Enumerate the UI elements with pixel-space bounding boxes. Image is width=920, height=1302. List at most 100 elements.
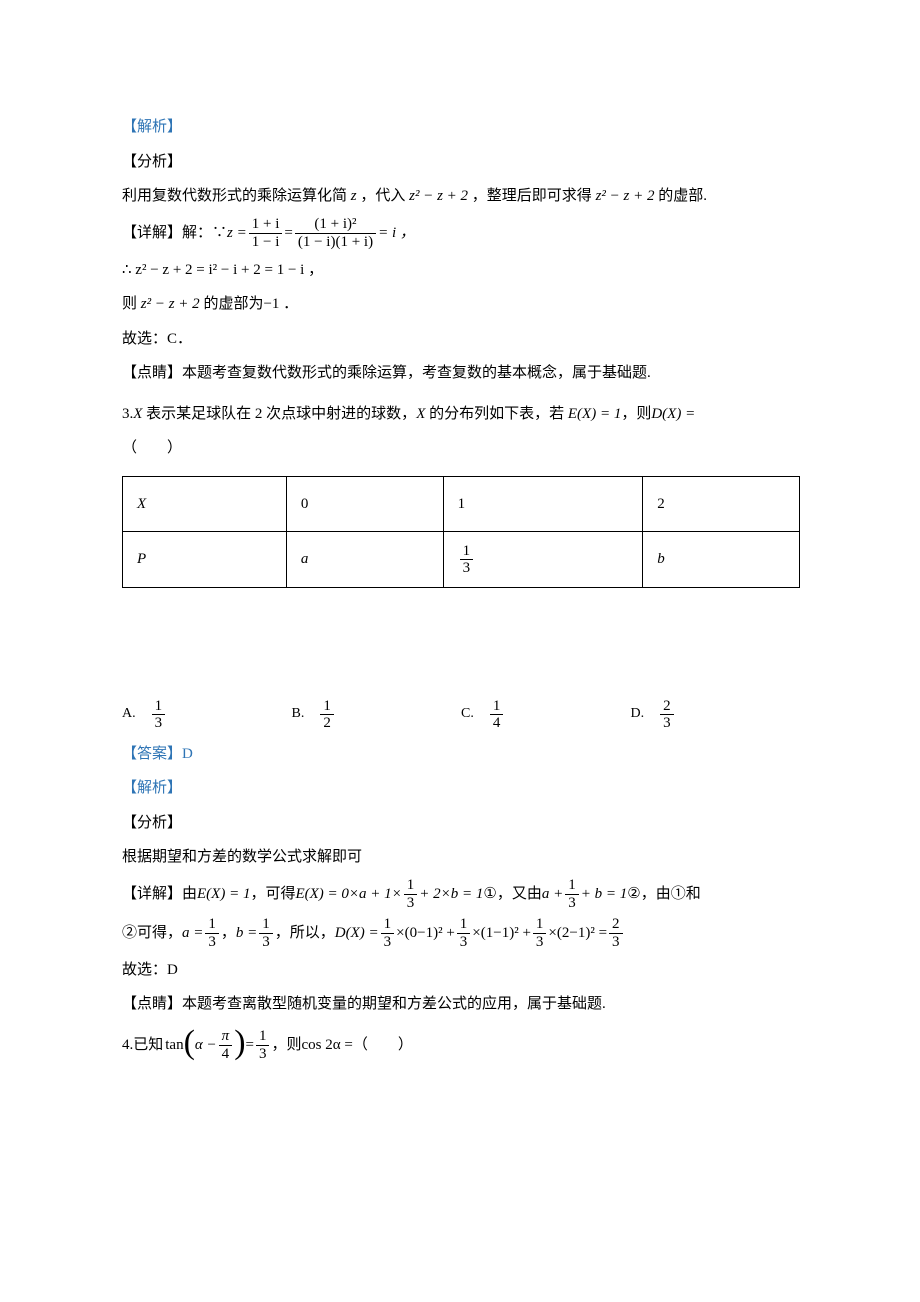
frac: 13 — [533, 916, 547, 950]
frac: 13 — [205, 916, 219, 950]
p1-analysis: 利用复数代数形式的乘除运算化简 z ，代入 z² − z + 2 ，整理后即可求… — [122, 179, 800, 214]
frac1: 1 + i 1 − i — [249, 216, 283, 250]
eq: = — [284, 214, 292, 253]
text: ②可得， — [122, 914, 182, 953]
label: D. — [631, 698, 645, 730]
q3-jiexi: 【解析】 — [122, 771, 800, 806]
text: 的虚部为 — [203, 296, 263, 312]
cell: 0 — [286, 476, 443, 532]
text: 【详解】由 — [122, 875, 197, 914]
z: z — [347, 188, 360, 204]
text: 已知 — [133, 1026, 163, 1065]
p1-line6: 则 z² − z + 2 的虚部为−1 ． — [122, 287, 800, 322]
text: 利用复数代数形式的乘除运算化简 — [122, 188, 347, 204]
q3-paren: （ ） — [122, 431, 800, 466]
q3-answer: 【答案】D — [122, 737, 800, 772]
d: 3 — [205, 934, 219, 951]
p1-detail-line: 【详解】解：∵ z = 1 + i 1 − i = (1 + i)² (1 − … — [122, 214, 800, 253]
cell: 1 3 — [443, 532, 643, 588]
frac: 23 — [609, 916, 623, 950]
a-eq: a = — [182, 914, 203, 953]
option-a[interactable]: A. 13 — [122, 698, 292, 732]
p1-line5: ∴ z² − z + 2 = i² − i + 2 = 1 − i ， — [122, 253, 800, 288]
n: 1 — [565, 877, 579, 895]
frac: 12 — [320, 698, 334, 732]
cell: P — [123, 532, 287, 588]
expr: z² − z + 2 — [405, 188, 471, 204]
frac: 23 — [660, 698, 674, 732]
ans-label: 【答案】D — [122, 746, 193, 762]
n: 1 — [259, 916, 273, 934]
n: 1 — [404, 877, 418, 895]
text: ，又由 — [497, 875, 542, 914]
num: (1 + i)² — [295, 216, 376, 234]
option-d[interactable]: D. 23 — [631, 698, 801, 732]
frac: 13 — [256, 1028, 270, 1062]
b-eq: b = — [236, 914, 257, 953]
EX: E(X) = 1 — [568, 406, 621, 422]
q3-detail-line2: ②可得， a = 13 ， b = 13 ，所以， D(X) = 13 ×(0−… — [122, 914, 800, 953]
den: 1 − i — [249, 234, 283, 251]
text: + 2×b = 1 — [419, 875, 483, 914]
q3-detail-line1: 【详解】由 E(X) = 1 ，可得 E(X) = 0×a + 1× 13 + … — [122, 875, 800, 914]
label: A. — [122, 698, 136, 730]
d: 3 — [259, 934, 273, 951]
tan: tan — [165, 1026, 183, 1065]
frac: 13 — [565, 877, 579, 911]
d: 4 — [219, 1046, 233, 1063]
b: + b = 1 — [581, 875, 628, 914]
frac2: (1 + i)² (1 − i)(1 + i) — [295, 216, 376, 250]
expr: z² − z + 2 — [137, 296, 203, 312]
text: 的分布列如下表，若 — [425, 406, 568, 422]
expr: z² − z + 2 — [592, 188, 658, 204]
paren: （ ） — [353, 1026, 413, 1065]
t2: ×(1−1)² + — [472, 914, 531, 953]
circ1: ① — [483, 875, 496, 914]
cell: 2 — [643, 476, 800, 532]
option-b[interactable]: B. 12 — [292, 698, 462, 732]
num: 1 — [460, 543, 474, 561]
n: 1 — [381, 916, 395, 934]
q4-stem: 4. 已知 tan ( α − π4 ) = 13 ，则 cos 2α = （ … — [122, 1026, 800, 1065]
d: 3 — [609, 934, 623, 951]
frac: 13 — [259, 916, 273, 950]
cell: 1 — [443, 476, 643, 532]
text: ，所以， — [275, 914, 335, 953]
page: 【解析】 【分析】 利用复数代数形式的乘除运算化简 z ，代入 z² − z +… — [0, 0, 920, 1125]
text: ，则 — [621, 406, 651, 422]
a: a + — [542, 875, 563, 914]
num: 1 — [152, 698, 166, 716]
frac: π4 — [219, 1028, 233, 1062]
q3-stem: 3.X 表示某足球队在 2 次点球中射进的球数，X 的分布列如下表，若 E(X)… — [122, 397, 800, 432]
fenxi-header: 【分析】 — [122, 145, 800, 180]
num: 1 — [320, 698, 334, 716]
text: 的虚部. — [658, 188, 707, 204]
d: 3 — [381, 934, 395, 951]
text: 【详解】解：∵ — [122, 214, 227, 253]
tail: = i ， — [378, 214, 415, 253]
num: 4. — [122, 1026, 133, 1065]
distribution-table: X 0 1 2 P a 1 3 b — [122, 476, 800, 588]
n: 1 — [205, 916, 219, 934]
n: 1 — [533, 916, 547, 934]
q3-dianjing: 【点睛】本题考查离散型随机变量的期望和方差公式的应用，属于基础题. — [122, 987, 800, 1022]
frac: 14 — [490, 698, 504, 732]
den: 3 — [152, 715, 166, 732]
t3: ×(2−1)² = — [548, 914, 607, 953]
z-eq: z = — [227, 214, 247, 253]
cell: a — [286, 532, 443, 588]
DX: D(X) = — [651, 406, 695, 422]
table-row: P a 1 3 b — [123, 532, 800, 588]
den: (1 − i)(1 + i) — [295, 234, 376, 251]
t1: ×(0−1)² + — [396, 914, 455, 953]
n: 2 — [609, 916, 623, 934]
dx: D(X) = — [335, 914, 379, 953]
q3-pick: 故选：D — [122, 953, 800, 988]
comma: ， — [221, 914, 236, 953]
option-c[interactable]: C. 14 — [461, 698, 631, 732]
circ2: ② — [627, 875, 640, 914]
frac: 13 — [381, 916, 395, 950]
d: 3 — [457, 934, 471, 951]
n: π — [219, 1028, 233, 1046]
ex: E(X) = 1 — [197, 875, 250, 914]
